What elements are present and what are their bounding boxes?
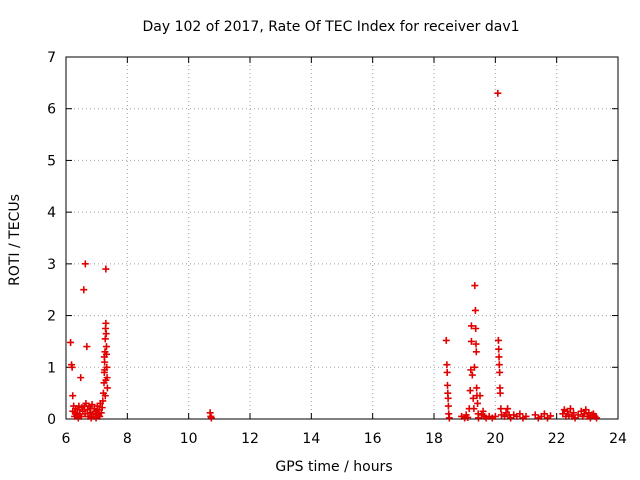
data-point xyxy=(96,412,104,420)
data-point xyxy=(77,412,85,420)
data-point xyxy=(102,265,110,273)
data-point xyxy=(495,353,503,361)
data-point xyxy=(442,336,450,344)
data-point xyxy=(102,376,110,384)
data-point xyxy=(102,343,110,351)
data-point xyxy=(103,384,111,392)
data-point xyxy=(491,412,499,420)
x-tick-label: 6 xyxy=(62,431,71,447)
data-point xyxy=(471,282,479,290)
y-tick-label: 7 xyxy=(47,50,56,66)
y-tick-label: 1 xyxy=(47,360,56,376)
x-tick-label: 10 xyxy=(180,431,198,447)
data-point xyxy=(443,368,451,376)
x-tick-label: 16 xyxy=(364,431,382,447)
data-point xyxy=(67,338,75,346)
data-point xyxy=(468,371,476,379)
y-tick-label: 6 xyxy=(47,102,56,118)
data-point xyxy=(68,363,76,371)
data-point xyxy=(497,405,505,413)
data-points xyxy=(67,89,601,422)
data-point xyxy=(466,387,474,395)
data-point xyxy=(479,407,487,415)
data-point xyxy=(574,411,582,419)
data-point xyxy=(467,322,475,330)
data-point xyxy=(80,286,88,294)
axis-ticks xyxy=(65,56,619,420)
x-tick-labels: 6 8 10 12 14 16 18 20 22 24 xyxy=(62,431,627,447)
y-tick-label: 2 xyxy=(47,309,56,325)
data-point xyxy=(97,409,105,417)
data-point xyxy=(566,405,574,413)
data-point xyxy=(467,337,475,345)
data-point xyxy=(504,405,512,413)
x-tick-label: 8 xyxy=(123,431,132,447)
chart-title: Day 102 of 2017, Rate Of TEC Index for r… xyxy=(142,19,519,35)
data-point xyxy=(495,361,503,369)
data-point xyxy=(470,405,478,413)
data-point xyxy=(467,366,475,374)
y-tick-label: 0 xyxy=(47,412,56,428)
grid-lines xyxy=(66,57,618,419)
data-point xyxy=(77,374,85,382)
data-point xyxy=(444,402,452,410)
data-point xyxy=(470,363,478,371)
data-point xyxy=(547,412,555,420)
data-point xyxy=(496,389,504,397)
data-point xyxy=(98,404,106,412)
data-point xyxy=(99,397,107,405)
data-point xyxy=(74,406,82,414)
plot-frame xyxy=(65,56,619,420)
data-point xyxy=(471,306,479,314)
data-point xyxy=(472,325,480,332)
data-point xyxy=(69,392,77,400)
x-tick-label: 12 xyxy=(241,431,259,447)
y-tick-label: 3 xyxy=(47,257,56,273)
data-point xyxy=(496,368,504,376)
data-point xyxy=(464,413,472,421)
data-point xyxy=(476,392,484,400)
data-point xyxy=(443,381,451,389)
x-tick-label: 14 xyxy=(302,431,320,447)
y-tick-label: 4 xyxy=(47,205,56,221)
x-axis-title: GPS time / hours xyxy=(275,459,392,475)
data-point xyxy=(495,345,503,353)
data-point xyxy=(522,412,530,420)
data-point xyxy=(81,260,89,268)
data-point xyxy=(88,401,96,409)
data-point xyxy=(593,414,601,422)
data-point xyxy=(101,366,109,374)
data-point xyxy=(101,335,109,343)
data-point xyxy=(207,414,215,422)
data-point xyxy=(469,394,477,402)
data-point xyxy=(474,399,482,407)
data-point xyxy=(472,340,480,348)
x-tick-label: 18 xyxy=(425,431,443,447)
data-point xyxy=(540,410,548,418)
y-axis-title: ROTI / TECUs xyxy=(7,194,23,286)
data-point xyxy=(494,89,502,97)
data-point xyxy=(102,319,110,327)
data-point xyxy=(445,414,453,422)
data-point xyxy=(444,394,452,402)
data-point xyxy=(83,343,91,351)
data-point xyxy=(516,410,524,418)
y-tick-labels: 0 1 2 3 4 5 6 7 xyxy=(47,50,56,428)
data-point xyxy=(501,412,509,420)
x-tick-label: 24 xyxy=(609,431,627,447)
x-tick-label: 22 xyxy=(548,431,566,447)
data-point xyxy=(494,336,502,344)
y-tick-label: 5 xyxy=(47,153,56,169)
data-point xyxy=(443,361,451,369)
data-point xyxy=(472,348,480,356)
data-point xyxy=(473,384,481,392)
data-point xyxy=(100,353,108,361)
data-point xyxy=(102,330,110,338)
x-tick-label: 20 xyxy=(486,431,504,447)
data-point xyxy=(101,392,109,400)
data-point xyxy=(570,409,578,417)
